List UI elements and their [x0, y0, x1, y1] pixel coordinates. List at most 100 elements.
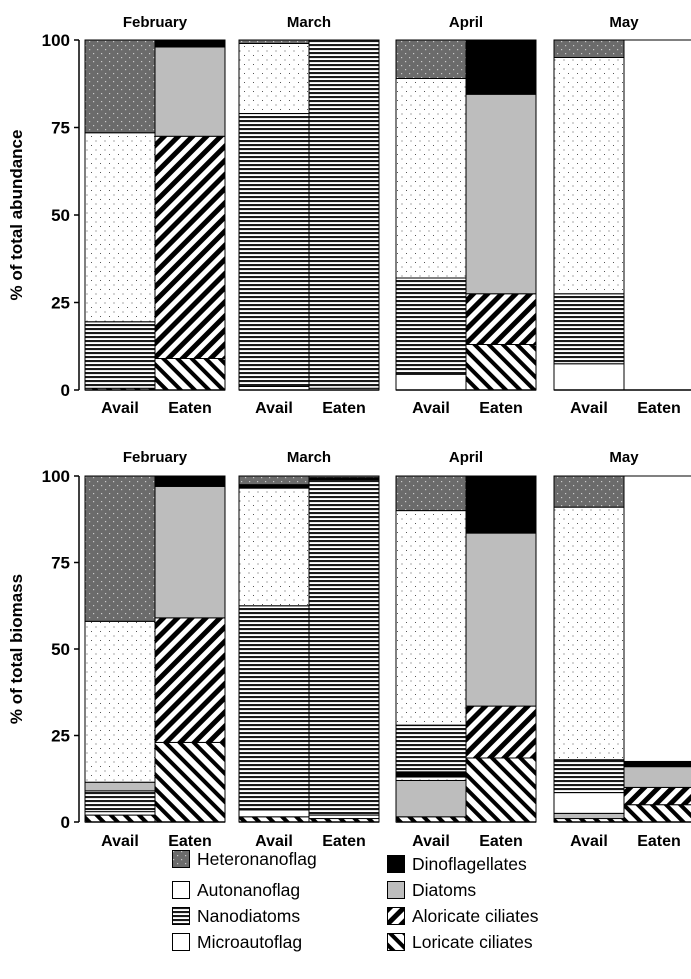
diatoms-swatch	[387, 881, 405, 899]
bar-segment-diatoms	[553, 812, 625, 820]
y-tick-label: 75	[51, 119, 70, 138]
x-tick-label: Eaten	[322, 833, 366, 850]
legend-label: Diatoms	[412, 879, 477, 900]
bar-segment-heteronanoflag	[553, 475, 625, 508]
bar-segment-autonanoflag	[553, 506, 625, 761]
y-axis-label: % of total biomass	[7, 574, 26, 724]
bar-segment-nanodiatoms	[84, 321, 156, 389]
legend-item-aloricate-ciliates: Aloricate ciliates	[387, 906, 538, 926]
x-tick-label: Avail	[412, 400, 450, 417]
bar-segment-microautoflag	[623, 39, 691, 391]
panel-title: April	[449, 449, 483, 466]
bar-segment-dinoflagellates	[623, 760, 691, 768]
bar-segment-heteronanoflag	[553, 39, 625, 58]
bar-segment-diatoms	[154, 485, 226, 619]
panel-title: April	[449, 14, 483, 31]
y-tick-label: 0	[61, 381, 70, 400]
x-tick-label: Eaten	[479, 833, 523, 850]
legend-label: Dinoflagellates	[412, 853, 527, 874]
x-tick-label: Eaten	[637, 833, 681, 850]
bar-segment-nanodiatoms	[308, 478, 380, 816]
legend-label: Autonanoflag	[197, 879, 301, 900]
bar-segment-nanodiatoms	[395, 277, 467, 375]
bar-segment-diatoms	[465, 532, 537, 707]
bar-segment-aloricate-ciliates	[465, 293, 537, 345]
bar-segment-microautoflag	[84, 811, 156, 816]
bar-segment-loricate-ciliates	[465, 344, 537, 391]
bar-segment-dinoflagellates	[395, 771, 467, 778]
bar-segment-dinoflagellates	[154, 475, 226, 487]
y-tick-label: 75	[51, 554, 70, 573]
bar-segment-heteronanoflag	[395, 475, 467, 512]
x-tick-label: Avail	[101, 833, 139, 850]
y-tick-label: 100	[42, 31, 70, 50]
y-tick-label: 0	[61, 813, 70, 832]
bar-segment-nanodiatoms	[238, 605, 310, 811]
dinoflagellates-swatch	[387, 855, 405, 873]
bar-segment-microautoflag	[395, 373, 467, 391]
x-tick-label: Avail	[570, 400, 608, 417]
bar-segment-loricate-ciliates	[154, 741, 226, 823]
chart-2: 0 25 50 75 100 % of total biomass February Avai…	[7, 449, 691, 850]
bar-segment-diatoms	[84, 781, 156, 792]
legend-item-autonanoflag: Autonanoflag	[172, 880, 300, 900]
x-tick-label: Eaten	[637, 400, 681, 417]
bar-segment-dinoflagellates	[238, 484, 310, 489]
bar-segment-heteronanoflag	[308, 475, 380, 479]
bar-segment-microautoflag	[308, 814, 380, 820]
x-tick-label: Avail	[255, 400, 293, 417]
bar-segment-nanodiatoms	[84, 790, 156, 813]
legend-item-loricate-ciliates: Loricate ciliates	[387, 932, 533, 952]
panel-march: March Avail Eaten	[238, 14, 380, 417]
x-tick-label: Eaten	[322, 400, 366, 417]
y-axis-label: % of total abundance	[7, 130, 26, 301]
legend-label: Microautoflag	[197, 931, 303, 952]
panel-may: May Avail Eaten	[553, 449, 691, 850]
bar-segment-aloricate-ciliates	[154, 135, 226, 359]
bar-segment-autonanoflag	[84, 132, 156, 323]
bar-segment-microautoflag	[553, 363, 625, 391]
panel-title: May	[609, 449, 639, 466]
chart-1: 0 25 50 75 100 % of total abundance February Av…	[7, 14, 691, 417]
bar-segment-autonanoflag	[395, 78, 467, 279]
microautoflag-swatch	[172, 933, 190, 951]
bar-segment-heteronanoflag	[238, 39, 310, 44]
bar-segment-nanodiatoms	[553, 293, 625, 365]
panel-march: March Avail Eaten	[238, 449, 380, 850]
bar-segment-diatoms	[395, 779, 467, 818]
loricate-ciliates-swatch	[387, 933, 405, 951]
legend-label: Aloricate ciliates	[412, 905, 539, 926]
legend-item-heteronanoflag: Heteronanoflag	[172, 849, 317, 869]
bar-segment-diatoms	[623, 766, 691, 788]
bar-segment-autonanoflag	[395, 776, 467, 781]
legend-label: Nanodiatoms	[197, 905, 301, 926]
bar-segment-dinoflagellates	[465, 475, 537, 534]
panel-february: February Avail Eaten	[84, 14, 226, 417]
bar-segment-autonanoflag	[395, 510, 467, 726]
autonanoflag-swatch	[172, 881, 190, 899]
x-tick-label: Avail	[412, 833, 450, 850]
panel-april: April Avail Eaten	[395, 14, 537, 417]
panel-title: March	[287, 449, 331, 466]
x-tick-label: Eaten	[168, 833, 212, 850]
bar-segment-nanodiatoms	[308, 39, 380, 389]
panel-april: April Avail Eaten	[395, 449, 537, 850]
nanodiatoms-swatch	[172, 907, 190, 925]
bar-segment-nanodiatoms	[553, 759, 625, 794]
bar-segment-aloricate-ciliates	[623, 786, 691, 806]
bar-segment-autonanoflag	[238, 43, 310, 114]
y-tick-label: 25	[51, 727, 70, 746]
panel-title: May	[609, 14, 639, 31]
legend-item-dinoflagellates: Dinoflagellates	[387, 854, 527, 874]
bar-segment-diatoms	[154, 46, 226, 137]
x-tick-label: Eaten	[168, 400, 212, 417]
bar-segment-diatoms	[465, 93, 537, 295]
panel-title: February	[123, 449, 188, 466]
x-tick-label: Avail	[255, 833, 293, 850]
bar-segment-nanodiatoms	[238, 113, 310, 387]
bar-segment-loricate-ciliates	[623, 804, 691, 823]
bar-segment-heteronanoflag	[84, 475, 156, 622]
x-tick-label: Avail	[101, 400, 139, 417]
bar-segment-loricate-ciliates	[238, 816, 310, 823]
